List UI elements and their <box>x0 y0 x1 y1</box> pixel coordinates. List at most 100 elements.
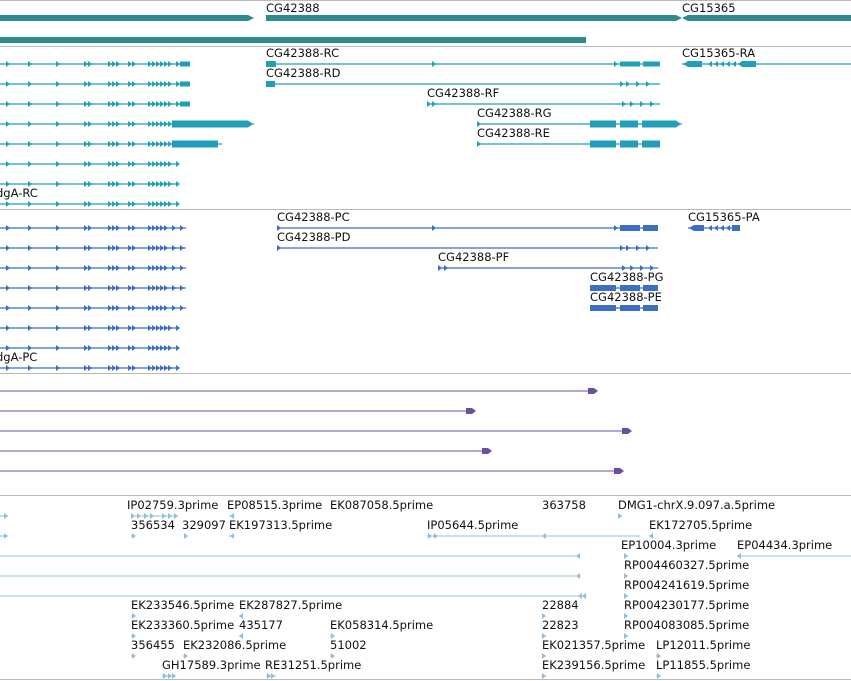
transcript-left-a5[interactable] <box>0 140 222 148</box>
est-label-ep04434-3prime[interactable]: EP04434.3prime <box>737 538 833 552</box>
transcript-left-b4[interactable] <box>0 285 186 291</box>
est-label-ek233360-5prime[interactable]: EK233360.5prime <box>131 618 235 632</box>
transcript-left-a2[interactable] <box>0 81 190 87</box>
cdna-alignment-4[interactable] <box>0 448 492 454</box>
transcript-left-a6[interactable] <box>0 161 180 167</box>
est-329097[interactable] <box>184 533 188 539</box>
est-label-ep10004-3prime[interactable]: EP10004.3prime <box>621 538 717 552</box>
est-label-ek021357-5prime[interactable]: EK021357.5prime <box>542 638 646 652</box>
est-22884[interactable] <box>542 613 546 619</box>
transcript-left-a3[interactable] <box>0 101 190 107</box>
transcript-label-cg42388-pf[interactable]: CG42388-PF <box>438 250 510 264</box>
est-label-ek232086-5prime[interactable]: EK232086.5prime <box>183 638 287 652</box>
transcript-left-a1[interactable] <box>0 61 190 67</box>
cdna-alignment-5[interactable] <box>0 468 624 474</box>
transcript-left-a7[interactable] <box>0 181 180 187</box>
est-label-ep08515-3prime[interactable]: EP08515.3prime <box>227 498 323 512</box>
est-label-ek172705-5prime[interactable]: EK172705.5prime <box>649 518 753 532</box>
est-label-lp11855-5prime[interactable]: LP11855.5prime <box>656 658 751 672</box>
transcript-left-b1[interactable] <box>0 225 186 231</box>
est-51002[interactable] <box>330 653 335 659</box>
est-lp12011[interactable] <box>656 653 661 659</box>
est-label-ek087058-5prime[interactable]: EK087058.5prime <box>330 498 434 512</box>
est-label-rp004460327-5prime[interactable]: RP004460327.5prime <box>624 558 750 572</box>
est-label-356534[interactable]: 356534 <box>131 518 175 532</box>
transcript-label-cg42388-re[interactable]: CG42388-RE <box>477 126 550 140</box>
est-22823[interactable] <box>542 633 546 639</box>
cdna-alignment-3[interactable] <box>0 428 632 434</box>
est-label-ek058314-5prime[interactable]: EK058314.5prime <box>330 618 434 632</box>
transcript-label-cg42388-rc[interactable]: CG42388-RC <box>266 46 340 60</box>
transcript-cg42388-rf[interactable] <box>427 101 660 107</box>
est-label-356455[interactable]: 356455 <box>131 638 175 652</box>
est-label-ip02759-3prime[interactable]: IP02759.3prime <box>127 498 219 512</box>
est-label-ek239156-5prime[interactable]: EK239156.5prime <box>542 658 646 672</box>
est-435177[interactable] <box>239 633 243 639</box>
transcript-label-cg15365-ra[interactable]: CG15365-RA <box>682 46 756 60</box>
est-gh17589[interactable] <box>162 673 176 679</box>
gene-glyph-cg42388-left[interactable] <box>0 15 254 21</box>
transcript-cg42388-rc[interactable] <box>266 61 660 67</box>
est-lp11855[interactable] <box>656 673 661 679</box>
transcript-cg42388-pd[interactable] <box>277 245 658 251</box>
transcript-left-b3[interactable] <box>0 265 186 271</box>
est-ek172705[interactable] <box>649 533 653 539</box>
est-ek058314[interactable] <box>330 633 335 639</box>
transcript-cg42388-re[interactable] <box>477 140 660 148</box>
est-left-1[interactable] <box>0 513 8 519</box>
est-ep08515[interactable] <box>229 513 234 519</box>
est-label-re31251-5prime[interactable]: RE31251.5prime <box>265 658 362 672</box>
est-ek239156[interactable] <box>542 673 546 679</box>
transcript-cg15365-pa[interactable] <box>688 225 740 231</box>
transcript-left-b7[interactable] <box>0 345 180 351</box>
est-label-ek287827-5prime[interactable]: EK287827.5prime <box>239 598 343 612</box>
est-dmg1[interactable] <box>618 513 622 519</box>
est-label-rp004230177-5prime[interactable]: RP004230177.5prime <box>624 598 750 612</box>
est-label-22884[interactable]: 22884 <box>542 598 579 612</box>
transcript-left-b2[interactable] <box>0 245 186 251</box>
transcript-label-cg42388-rf[interactable]: CG42388-RF <box>427 86 500 100</box>
transcript-cg15365-ra[interactable] <box>682 61 851 67</box>
transcript-cg42388-pf[interactable] <box>438 265 658 271</box>
est-long-1[interactable] <box>0 553 580 559</box>
est-label-435177[interactable]: 435177 <box>239 618 283 632</box>
transcript-label-dga-pc[interactable]: dgA-PC <box>0 350 38 364</box>
transcript-left-b6[interactable] <box>0 325 180 331</box>
transcript-label-cg42388-pe[interactable]: CG42388-PE <box>590 290 662 304</box>
est-ip05644[interactable] <box>427 533 640 539</box>
est-label-329097[interactable]: 329097 <box>182 518 226 532</box>
est-ep04434[interactable] <box>737 553 851 559</box>
transcript-cg42388-pe[interactable] <box>590 305 658 311</box>
transcript-label-cg42388-rg[interactable]: CG42388-RG <box>477 106 552 120</box>
est-rp004083085[interactable] <box>624 633 628 639</box>
est-ep10004[interactable] <box>624 553 628 559</box>
est-label-ip05644-5prime[interactable]: IP05644.5prime <box>427 518 519 532</box>
gene-label-cg42388[interactable]: CG42388 <box>266 1 320 15</box>
est-rp004241619[interactable] <box>624 593 628 599</box>
est-ek197313[interactable] <box>229 533 234 539</box>
transcript-label-cg42388-pg[interactable]: CG42388-PG <box>590 270 664 284</box>
est-label-lp12011-5prime[interactable]: LP12011.5prime <box>656 638 751 652</box>
est-label-ek233546-5prime[interactable]: EK233546.5prime <box>131 598 235 612</box>
transcript-left-b5[interactable] <box>0 305 186 311</box>
est-356455[interactable] <box>131 653 136 659</box>
transcript-cg42388-pg[interactable] <box>590 285 658 291</box>
transcript-cg42388-pc[interactable] <box>277 225 658 231</box>
est-rp004230177[interactable] <box>624 613 628 619</box>
est-label-gh17589-3prime[interactable]: GH17589.3prime <box>162 658 261 672</box>
transcript-left-b8[interactable] <box>0 365 180 371</box>
gene-label-cg15365[interactable]: CG15365 <box>682 1 736 15</box>
est-ek233360[interactable] <box>131 633 136 639</box>
est-left-2[interactable] <box>0 533 8 539</box>
gene-glyph-long[interactable] <box>0 37 586 43</box>
est-label-363758[interactable]: 363758 <box>542 498 586 512</box>
est-363758[interactable] <box>542 533 546 539</box>
cdna-alignment-1[interactable] <box>0 388 598 394</box>
transcript-label-cg42388-pc[interactable]: CG42388-PC <box>277 210 350 224</box>
est-re31251[interactable] <box>266 673 276 679</box>
est-ek287827[interactable] <box>239 613 243 619</box>
est-label-dmg1-chrx[interactable]: DMG1-chrX.9.097.a.5prime <box>618 498 776 512</box>
est-label-rp004241619-5prime[interactable]: RP004241619.5prime <box>624 578 750 592</box>
est-label-22823[interactable]: 22823 <box>542 618 579 632</box>
est-label-ek197313-5prime[interactable]: EK197313.5prime <box>229 518 333 532</box>
